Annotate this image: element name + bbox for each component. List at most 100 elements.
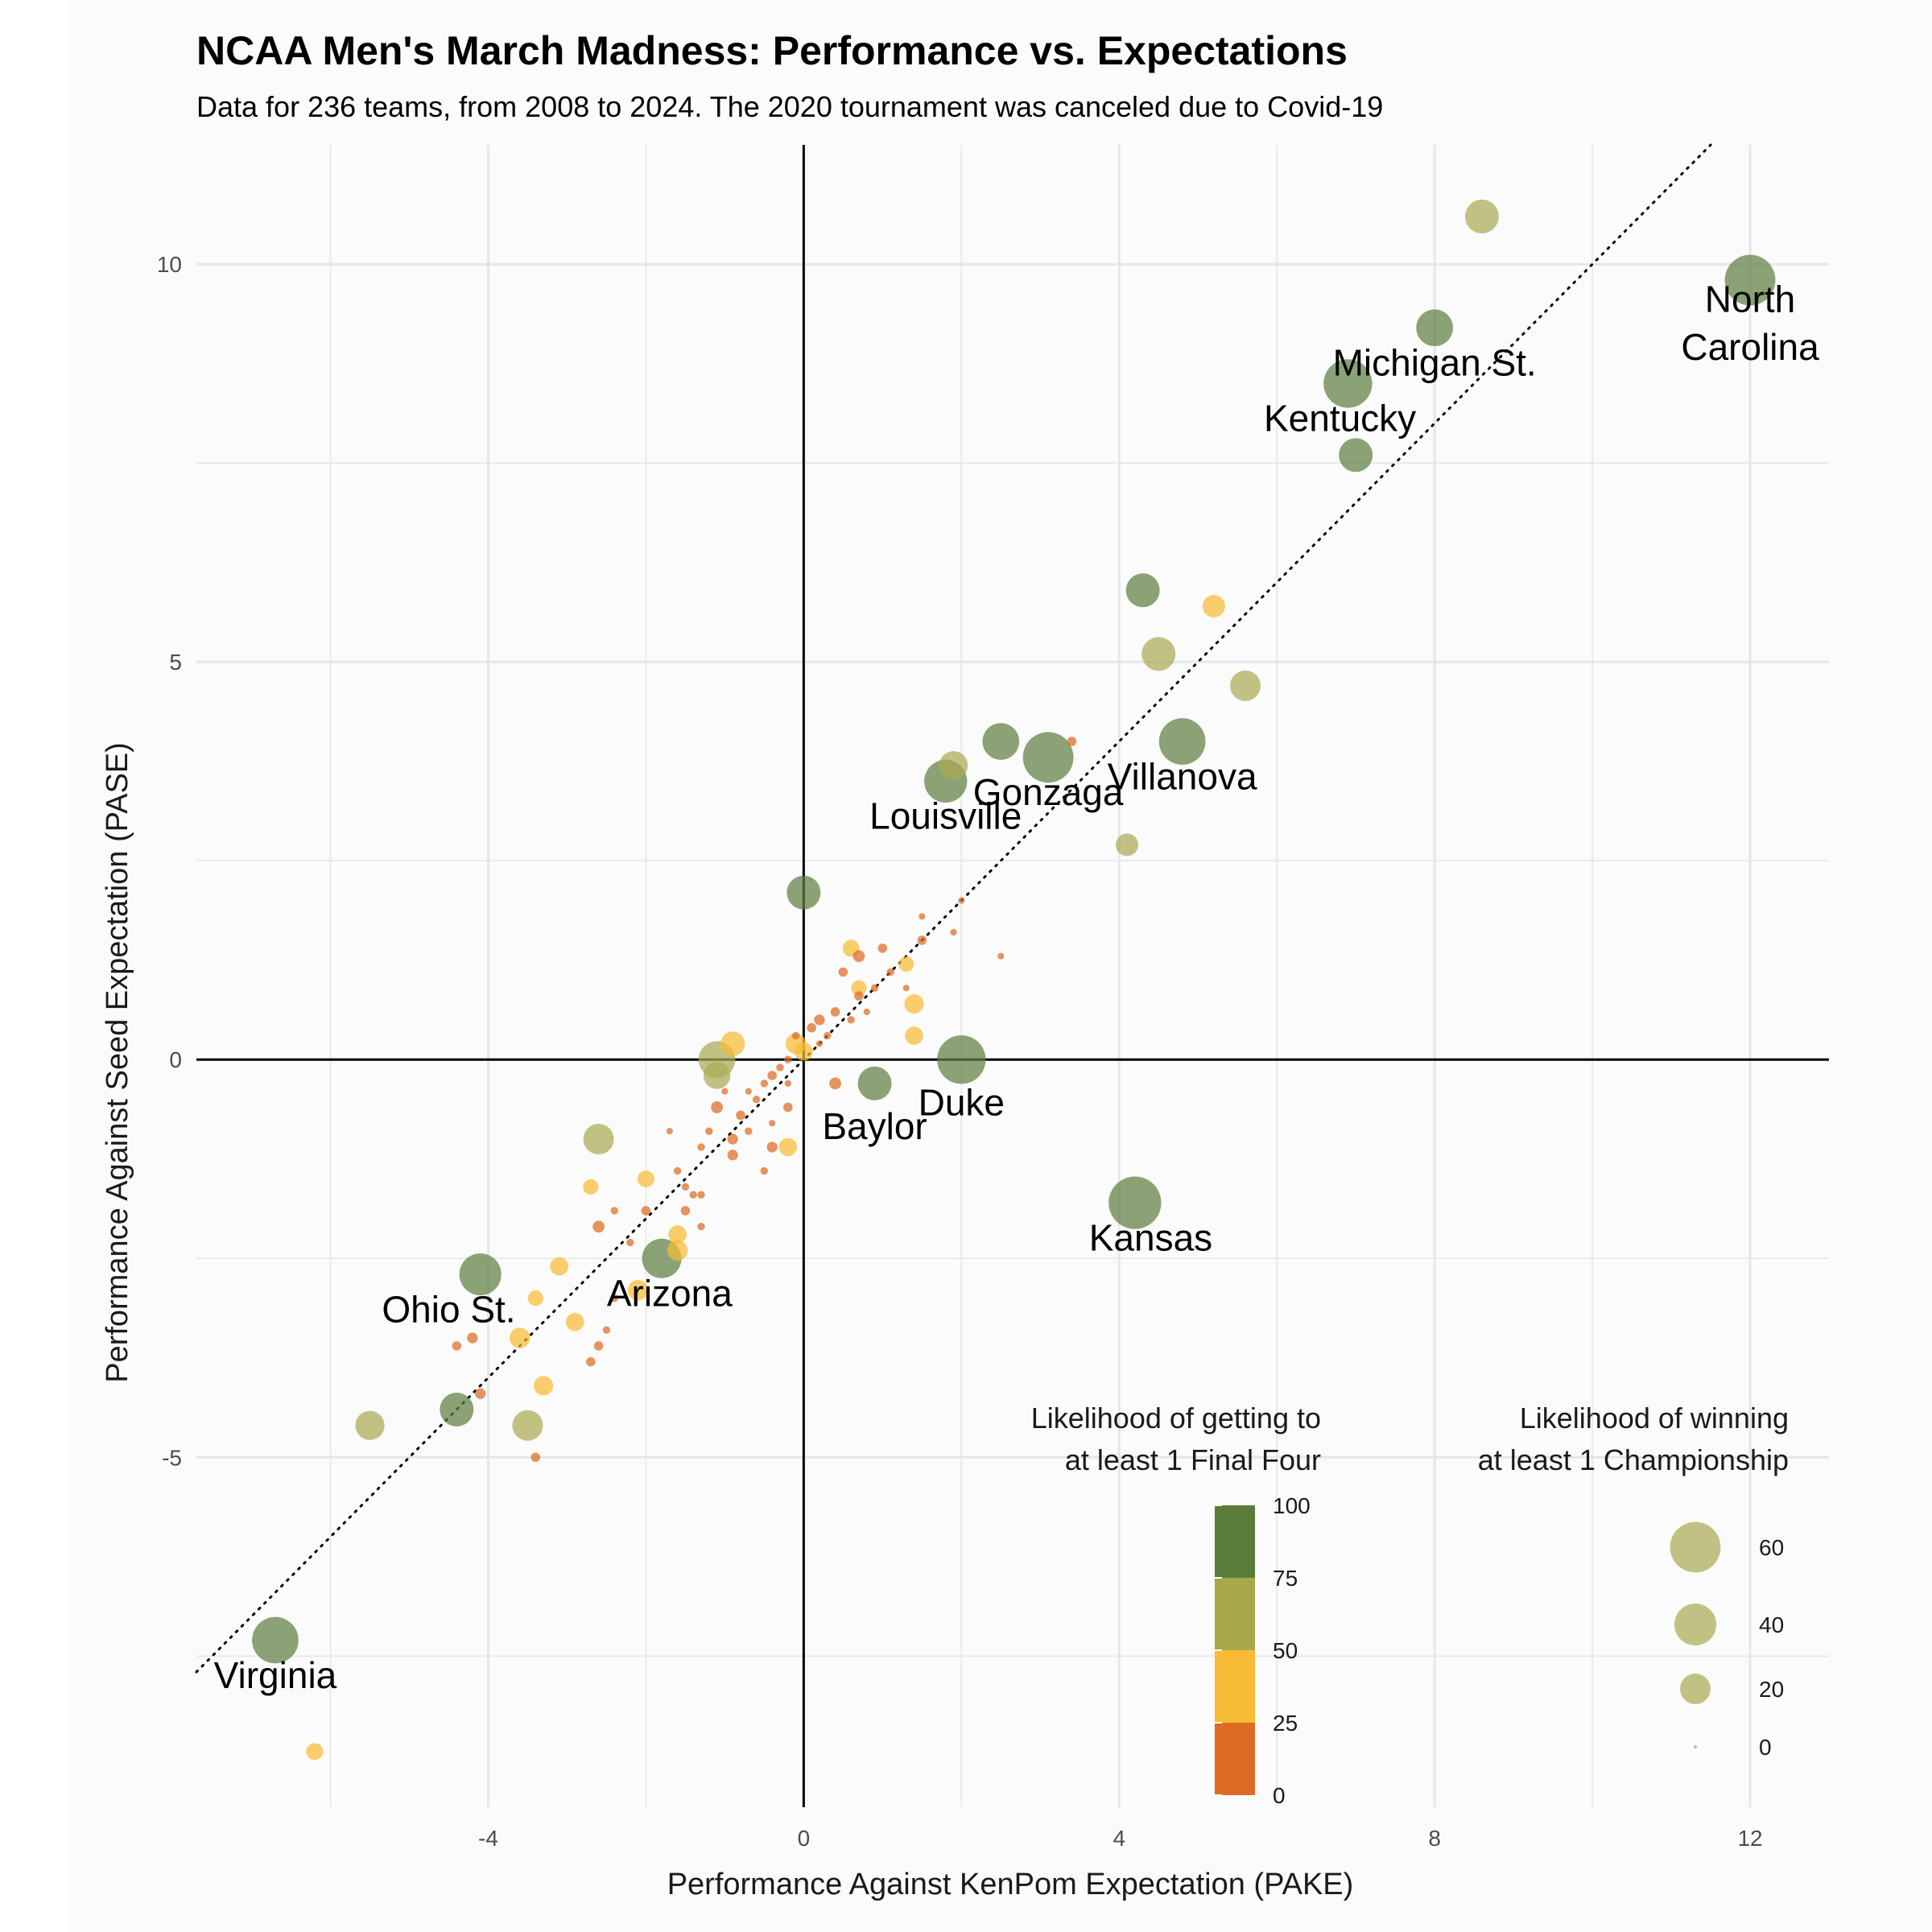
team-point [902,985,910,992]
team-label: Kentucky [1264,398,1416,440]
team-point [680,1206,691,1216]
team-point [870,984,879,993]
team-point [851,980,867,996]
team-point [854,991,864,1001]
team-point [720,1031,745,1056]
team-label: Gonzaga [973,771,1124,813]
y-tick-label: 10 [157,252,182,277]
team-point [1067,737,1077,746]
size-legend-label: 40 [1759,1612,1784,1637]
team-point [610,1294,618,1302]
team-point [791,1031,800,1040]
team-point [512,1410,543,1441]
team-point [668,1225,687,1244]
team-point [509,1327,530,1348]
size-legend-circle [1694,1745,1697,1748]
team-point [637,1170,654,1187]
team-label: North [1705,278,1795,320]
y-tick-label: -5 [162,1445,182,1470]
team-label: Duke [919,1081,1005,1123]
team-point [778,1137,798,1157]
team-point [958,897,965,904]
team-point [863,1008,870,1016]
team-point [534,1376,554,1396]
team-point [857,1066,892,1100]
team-point [667,1240,688,1261]
team-point [1108,1176,1162,1229]
team-point [1416,309,1453,347]
team-point [1724,254,1776,306]
team-point [593,1341,604,1351]
color-legend-label: 25 [1273,1711,1298,1736]
team-point [886,968,894,976]
size-legend-label: 20 [1759,1677,1784,1702]
team-label: Baylor [822,1105,927,1147]
team-point [1125,573,1160,608]
team-label: Arizona [607,1273,733,1315]
plot-background [69,0,1932,1932]
team-point [697,1191,705,1199]
team-point [306,1743,324,1761]
team-point [681,1183,690,1191]
color-legend-band [1215,1723,1255,1795]
y-tick-label: 0 [169,1047,182,1072]
x-tick-label: 4 [1113,1826,1125,1851]
team-point [641,1206,651,1216]
team-point [602,1326,611,1334]
team-point [1202,595,1225,618]
team-point [711,1101,723,1113]
team-point [1022,732,1074,783]
color-legend-label: 100 [1273,1493,1311,1518]
data-points [252,199,1776,1761]
y-tick-label: 5 [169,650,182,675]
team-point [530,1452,541,1463]
team-point [950,929,957,936]
axis-tick-labels: -4 0 4 8 12 -5 0 5 10 [157,252,1763,1851]
size-legend-label: 60 [1759,1535,1784,1560]
team-label: Michigan St. [1333,342,1537,384]
team-point [877,943,888,953]
team-label: Louisville [869,795,1022,837]
team-point [760,1080,769,1088]
team-point [452,1341,462,1351]
team-point [997,952,1005,960]
team-point [736,1110,745,1121]
team-point [814,1014,825,1026]
team-point [776,1063,784,1071]
team-point [807,1022,816,1033]
color-legend-title: Likelihood of getting to [1031,1402,1321,1435]
team-point [784,1055,792,1063]
team-label: Virginia [214,1654,337,1696]
team-point [830,1007,840,1017]
size-legend-circle [1670,1521,1721,1573]
size-legend-title: Likelihood of winning [1520,1402,1789,1435]
team-point [1464,199,1499,233]
team-point [829,1077,841,1090]
team-point [982,723,1020,760]
team-point [527,1290,543,1307]
chart-subtitle: Data for 236 teams, from 2008 to 2024. T… [196,90,1383,123]
team-point [919,913,926,920]
team-point [745,1127,753,1135]
team-point [904,994,924,1014]
team-point [467,1332,478,1344]
color-legend-band [1215,1578,1255,1650]
x-tick-label: 8 [1428,1826,1441,1851]
team-point [939,751,968,780]
team-point [1339,438,1373,473]
team-point [727,1150,738,1161]
size-legend-label: 0 [1759,1735,1772,1760]
team-point [905,1026,923,1045]
team-point [824,1031,832,1040]
team-point [1323,359,1373,408]
team-point [1116,833,1139,857]
team-point [752,1095,761,1104]
team-labels: North Carolina Michigan St. Kentucky Villano… [214,278,1819,1695]
reference-lines [195,143,1829,1807]
team-point [550,1257,568,1276]
team-point [786,875,821,910]
team-point [847,1016,855,1024]
size-legend: Likelihood of winning at least 1 Champion… [1478,1402,1789,1760]
team-label: Kansas [1089,1216,1212,1258]
